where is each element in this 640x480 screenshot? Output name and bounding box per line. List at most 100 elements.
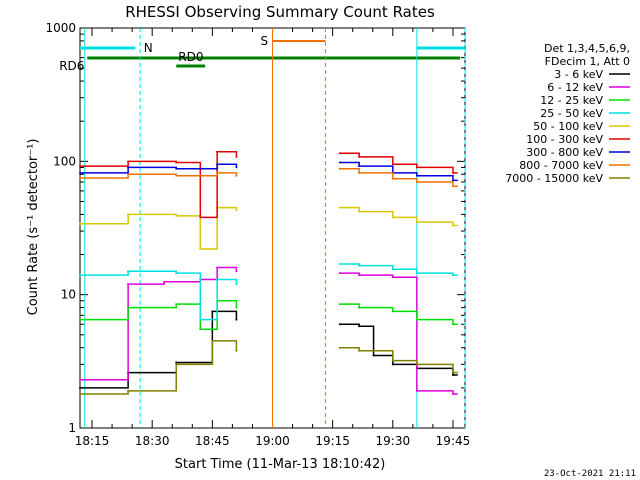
data-point xyxy=(235,318,238,321)
data-point xyxy=(175,214,178,217)
series-line xyxy=(80,206,458,250)
series-line xyxy=(80,300,458,331)
data-point xyxy=(79,171,81,174)
flag-label-n: N xyxy=(144,41,153,55)
data-point xyxy=(358,274,361,277)
data-point xyxy=(216,150,219,153)
data-point xyxy=(235,155,238,158)
data-point xyxy=(451,373,454,376)
data-point xyxy=(79,165,81,168)
x-tick-label: 18:15 xyxy=(75,434,110,448)
data-point xyxy=(391,310,394,313)
data-point xyxy=(415,180,418,183)
data-point xyxy=(451,392,454,395)
data-point xyxy=(415,272,418,275)
data-point xyxy=(79,222,81,225)
x-tick-label: 19:00 xyxy=(255,434,290,448)
data-point xyxy=(175,161,178,164)
data-point xyxy=(451,274,454,277)
data-point xyxy=(216,266,219,269)
legend: Det 1,3,4,5,6,9,FDecim 1, Att 03 - 6 keV… xyxy=(505,42,630,185)
data-point xyxy=(391,363,394,366)
render-timestamp: 23-Oct-2021 21:11 xyxy=(544,469,636,479)
data-point xyxy=(415,174,418,177)
data-point xyxy=(175,167,178,170)
y-tick-label: 1000 xyxy=(45,21,76,35)
data-point xyxy=(235,349,238,352)
data-point xyxy=(338,346,341,349)
data-point xyxy=(79,274,81,277)
y-axis-label: Count Rate (s⁻¹ detector⁻¹) xyxy=(26,139,41,316)
y-tick-label: 10 xyxy=(61,288,76,302)
data-point xyxy=(338,167,341,170)
data-point xyxy=(391,359,394,362)
data-point xyxy=(216,278,219,281)
data-point xyxy=(127,306,130,309)
data-point xyxy=(199,328,202,331)
legend-entry-label: 6 - 12 keV xyxy=(547,81,603,94)
data-point xyxy=(358,349,361,352)
data-point xyxy=(199,248,202,251)
data-point xyxy=(415,318,418,321)
data-point xyxy=(338,161,341,164)
data-point xyxy=(235,283,238,286)
data-point xyxy=(79,392,81,395)
x-tick-label: 19:15 xyxy=(315,434,350,448)
legend-entry-label: 25 - 50 keV xyxy=(540,107,603,120)
data-point xyxy=(451,323,454,326)
data-point xyxy=(391,276,394,279)
data-point xyxy=(175,303,178,306)
x-tick-label: 18:45 xyxy=(195,434,230,448)
data-point xyxy=(216,163,219,166)
data-point xyxy=(415,389,418,392)
legend-entry-label: 100 - 300 keV xyxy=(526,133,603,146)
data-point xyxy=(127,213,130,216)
data-point xyxy=(199,216,202,219)
x-tick-label: 19:30 xyxy=(376,434,411,448)
data-point xyxy=(451,171,454,174)
data-point xyxy=(163,280,166,283)
data-point xyxy=(358,325,361,328)
flag-label-rd6: RD6 xyxy=(59,59,84,73)
data-point xyxy=(127,389,130,392)
chart-title: RHESSI Observing Summary Count Rates xyxy=(125,3,435,21)
data-point xyxy=(235,166,238,169)
data-point xyxy=(338,303,341,306)
data-point xyxy=(391,268,394,271)
flag-label-rd0: RD0 xyxy=(178,50,203,64)
series-line xyxy=(80,340,458,395)
series-line xyxy=(80,266,458,395)
y-tick-label: 100 xyxy=(53,154,76,168)
data-point xyxy=(127,173,130,176)
data-point xyxy=(175,363,178,366)
data-point xyxy=(415,221,418,224)
series-line xyxy=(80,161,458,182)
data-point xyxy=(338,206,341,209)
data-point xyxy=(175,174,178,177)
data-point xyxy=(235,174,238,177)
data-point xyxy=(79,318,81,321)
data-point xyxy=(127,283,130,286)
series-line xyxy=(80,167,458,188)
data-point xyxy=(391,216,394,219)
data-point xyxy=(338,262,341,265)
legend-entry-label: 7000 - 15000 keV xyxy=(505,172,603,185)
data-point xyxy=(79,176,81,179)
data-point xyxy=(235,270,238,273)
x-tick-label: 18:30 xyxy=(135,434,170,448)
data-point xyxy=(175,272,178,275)
legend-entry-label: 3 - 6 keV xyxy=(554,68,603,81)
data-point xyxy=(451,371,454,374)
data-point xyxy=(415,363,418,366)
data-point xyxy=(235,209,238,212)
data-point xyxy=(175,361,178,364)
data-point xyxy=(451,185,454,188)
data-point xyxy=(211,310,214,313)
legend-entry-label: 12 - 25 keV xyxy=(540,94,603,107)
data-point xyxy=(127,160,130,163)
data-point xyxy=(127,166,130,169)
data-point xyxy=(451,179,454,182)
data-point xyxy=(211,339,214,342)
data-point xyxy=(358,171,361,174)
